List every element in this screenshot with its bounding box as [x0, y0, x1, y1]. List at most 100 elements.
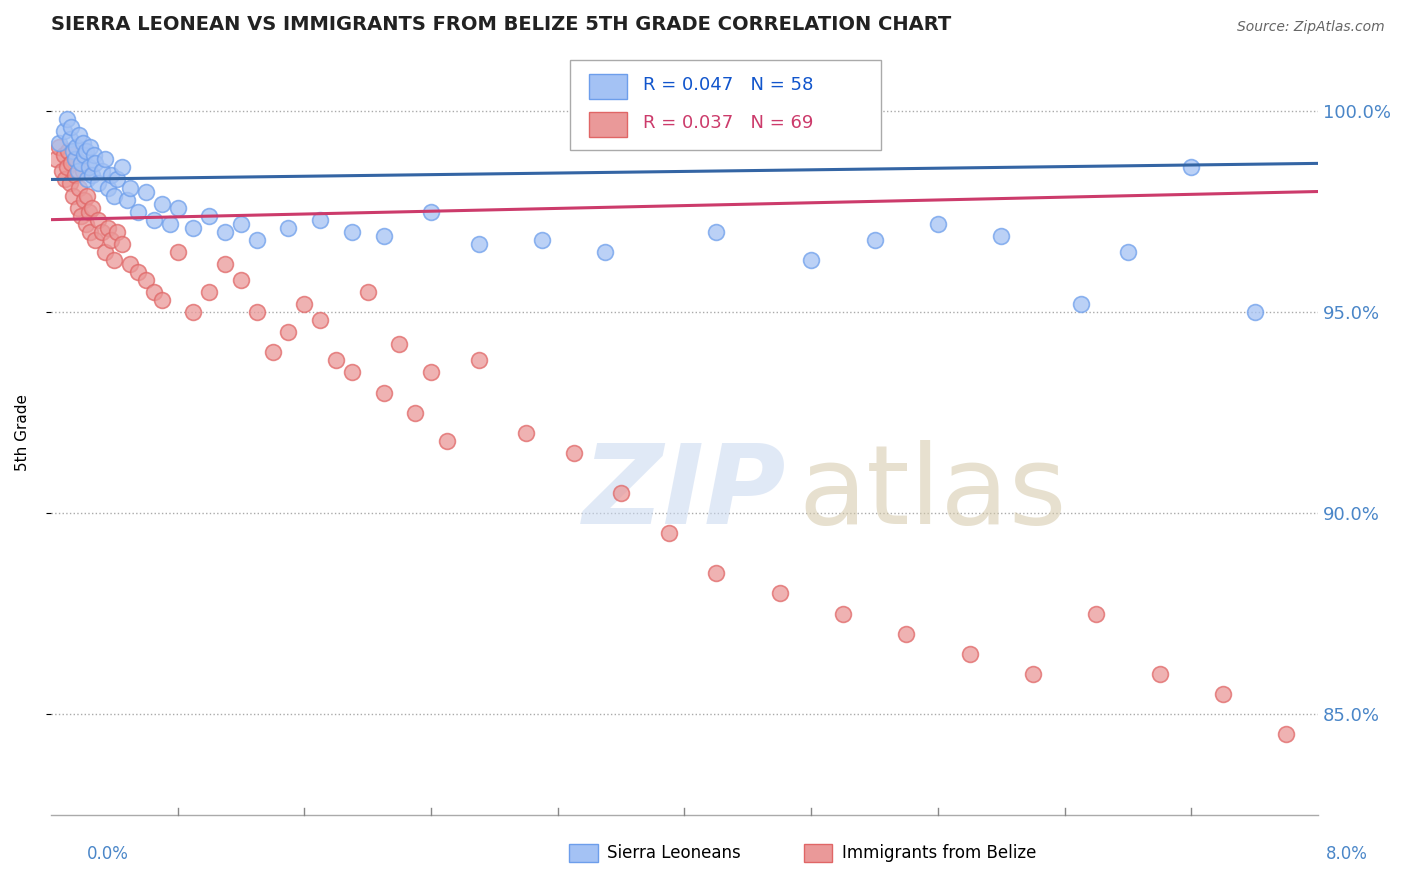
Point — [97, 220, 120, 235]
Point — [340, 225, 363, 239]
Point — [127, 265, 149, 279]
Point — [1243, 305, 1265, 319]
Point — [593, 244, 616, 259]
Point — [373, 385, 395, 400]
Point — [1022, 666, 1045, 681]
Point — [67, 128, 90, 143]
Point — [52, 148, 75, 162]
Point — [325, 353, 347, 368]
Point — [80, 201, 103, 215]
Point — [1070, 297, 1092, 311]
Point — [53, 172, 76, 186]
Point — [704, 566, 727, 581]
Point — [118, 180, 141, 194]
Point — [80, 169, 103, 183]
Point — [142, 212, 165, 227]
Point — [246, 305, 269, 319]
Point — [111, 236, 134, 251]
Point — [658, 526, 681, 541]
Point — [896, 626, 918, 640]
Point — [59, 177, 82, 191]
Point — [356, 285, 378, 299]
Point — [135, 273, 157, 287]
Point — [48, 136, 70, 151]
Point — [52, 124, 75, 138]
Point — [79, 225, 101, 239]
Point — [75, 145, 97, 159]
Text: SIERRA LEONEAN VS IMMIGRANTS FROM BELIZE 5TH GRADE CORRELATION CHART: SIERRA LEONEAN VS IMMIGRANTS FROM BELIZE… — [51, 15, 950, 34]
Point — [159, 217, 181, 231]
Point — [100, 169, 122, 183]
Point — [927, 217, 949, 231]
Point — [768, 586, 790, 600]
FancyBboxPatch shape — [589, 112, 627, 137]
Point — [229, 217, 252, 231]
Point — [214, 225, 236, 239]
Point — [60, 156, 83, 170]
Point — [135, 185, 157, 199]
Point — [87, 177, 110, 191]
Point — [198, 285, 221, 299]
Point — [60, 120, 83, 135]
Text: Source: ZipAtlas.com: Source: ZipAtlas.com — [1237, 20, 1385, 34]
Point — [404, 406, 426, 420]
Point — [93, 244, 115, 259]
Point — [166, 244, 188, 259]
Point — [75, 217, 97, 231]
Point — [45, 153, 67, 167]
Point — [55, 161, 77, 175]
Text: R = 0.047   N = 58: R = 0.047 N = 58 — [643, 76, 813, 95]
Point — [800, 252, 823, 267]
Point — [62, 188, 84, 202]
Point — [150, 196, 173, 211]
Point — [1116, 244, 1139, 259]
Point — [59, 132, 82, 146]
Point — [309, 313, 332, 327]
Point — [127, 204, 149, 219]
Point — [62, 145, 84, 159]
Point — [76, 188, 98, 202]
Point — [292, 297, 315, 311]
Point — [72, 136, 94, 151]
Point — [1149, 666, 1171, 681]
Point — [420, 204, 443, 219]
Point — [277, 325, 299, 339]
Point — [103, 252, 125, 267]
Point — [467, 236, 489, 251]
Point — [198, 209, 221, 223]
Point — [65, 140, 87, 154]
Point — [246, 233, 269, 247]
Text: Immigrants from Belize: Immigrants from Belize — [842, 844, 1036, 862]
Point — [150, 293, 173, 307]
Point — [183, 305, 205, 319]
Point — [277, 220, 299, 235]
Point — [530, 233, 553, 247]
Point — [103, 188, 125, 202]
Point — [63, 169, 86, 183]
Point — [73, 148, 96, 162]
Point — [373, 228, 395, 243]
Point — [610, 486, 633, 500]
Point — [1275, 727, 1298, 741]
Point — [65, 153, 87, 167]
Point — [467, 353, 489, 368]
Point — [1085, 607, 1108, 621]
Point — [262, 345, 284, 359]
FancyBboxPatch shape — [589, 74, 627, 99]
Point — [77, 204, 100, 219]
Point — [66, 201, 89, 215]
Point — [436, 434, 458, 448]
Point — [515, 425, 537, 440]
Point — [959, 647, 981, 661]
Point — [229, 273, 252, 287]
Point — [105, 225, 128, 239]
Text: 8.0%: 8.0% — [1326, 845, 1368, 863]
Point — [90, 225, 112, 239]
Point — [63, 153, 86, 167]
Point — [214, 257, 236, 271]
Point — [142, 285, 165, 299]
Point — [97, 180, 120, 194]
Point — [93, 153, 115, 167]
Point — [111, 161, 134, 175]
Point — [51, 164, 73, 178]
